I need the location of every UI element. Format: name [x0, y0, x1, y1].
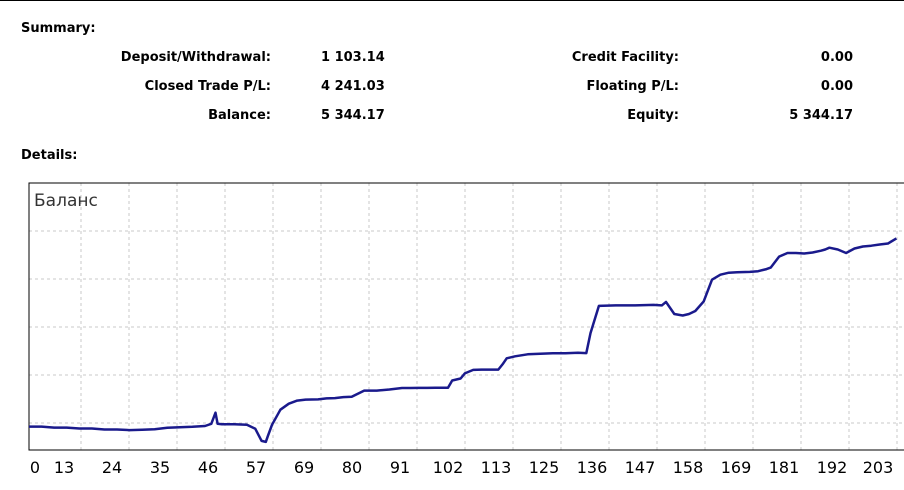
deposit-label: Deposit/Withdrawal: — [120, 50, 271, 65]
x-tick-label: 0 — [30, 458, 40, 477]
chart-frame — [28, 182, 904, 451]
floating-pl-value: 0.00 — [820, 79, 853, 94]
x-tick-label: 80 — [342, 458, 362, 477]
x-tick-label: 203 — [863, 458, 894, 477]
balance-chart: Баланс 0 13 24 35 46 57 69 80 91 102 113 125 136 147 1… — [28, 182, 904, 477]
x-tick-label: 192 — [817, 458, 848, 477]
balance-series-line — [29, 237, 898, 444]
x-tick-label: 158 — [673, 458, 704, 477]
x-tick-label: 125 — [529, 458, 560, 477]
x-tick-label: 13 — [54, 458, 74, 477]
x-tick-label: 181 — [769, 458, 800, 477]
x-axis-ticks: 0 13 24 35 46 57 69 80 91 102 113 125 136 147 158 169 18… — [30, 458, 893, 477]
credit-facility-label: Credit Facility: — [571, 50, 679, 65]
x-tick-label: 57 — [246, 458, 266, 477]
x-tick-label: 35 — [150, 458, 170, 477]
x-tick-label: 102 — [433, 458, 464, 477]
balance-value: 5 344.17 — [321, 108, 385, 123]
top-border — [0, 0, 904, 1]
summary-heading: Summary: — [21, 21, 96, 36]
equity-value: 5 344.17 — [789, 108, 853, 123]
x-tick-label: 136 — [577, 458, 608, 477]
chart-title: Баланс — [34, 191, 98, 211]
closed-trade-value: 4 241.03 — [321, 79, 385, 94]
deposit-value: 1 103.14 — [321, 50, 385, 65]
x-tick-label: 169 — [721, 458, 752, 477]
x-tick-label: 113 — [481, 458, 512, 477]
chart-grid — [29, 183, 904, 450]
closed-trade-label: Closed Trade P/L: — [144, 79, 271, 94]
credit-facility-value: 0.00 — [820, 50, 853, 65]
x-tick-label: 147 — [625, 458, 656, 477]
details-heading: Details: — [21, 148, 78, 163]
x-tick-label: 91 — [390, 458, 410, 477]
floating-pl-label: Floating P/L: — [586, 79, 679, 94]
equity-label: Equity: — [627, 108, 679, 123]
x-tick-label: 24 — [102, 458, 122, 477]
x-tick-label: 46 — [198, 458, 218, 477]
x-tick-label: 69 — [294, 458, 314, 477]
balance-label: Balance: — [208, 108, 271, 123]
